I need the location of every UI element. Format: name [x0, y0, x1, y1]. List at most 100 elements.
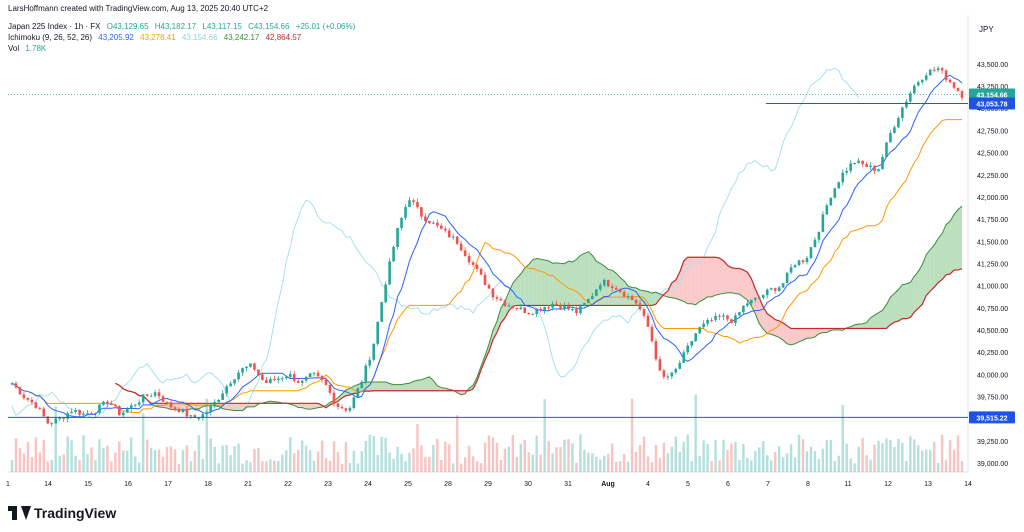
- attribution-text: LarsHoffmann created with TradingView.co…: [8, 4, 269, 13]
- candle-body: [483, 274, 487, 285]
- candle-body: [893, 127, 896, 134]
- ichimoku-conversion-value: 43,205.92: [98, 33, 134, 42]
- candle-body: [404, 206, 407, 218]
- volume-bar: [165, 446, 169, 472]
- candle-body: [277, 378, 280, 380]
- candle-body: [10, 383, 14, 385]
- candle-body: [38, 407, 42, 409]
- volume-bar: [952, 449, 956, 472]
- ichimoku-cloud-segment: [890, 293, 895, 325]
- candle-body: [928, 69, 932, 76]
- volume-bar: [785, 453, 789, 472]
- candle-body: [471, 262, 475, 265]
- volume-bar: [300, 440, 304, 472]
- candle-body: [674, 368, 678, 373]
- candle-body: [531, 314, 535, 316]
- candle-body: [118, 406, 121, 416]
- volume-bar: [829, 440, 833, 472]
- volume-bar: [479, 463, 483, 472]
- volume-bar: [925, 449, 928, 472]
- price-label-text: 39,515.22: [976, 415, 1007, 422]
- volume-bar: [316, 451, 320, 472]
- volume-bar: [650, 462, 654, 472]
- candle-body: [320, 376, 324, 380]
- candle-body: [225, 386, 228, 394]
- symbol-label[interactable]: Japan 225 Index · 1h · FX: [8, 22, 101, 31]
- ichimoku-cloud-segment: [234, 403, 239, 411]
- candle-body: [638, 303, 642, 310]
- volume-bar: [960, 461, 964, 472]
- volume-bar: [913, 439, 916, 472]
- volume-bar: [571, 443, 574, 472]
- candle-body: [734, 315, 737, 324]
- volume-bar: [662, 442, 666, 472]
- volume-bar: [58, 455, 61, 472]
- candle-body: [467, 256, 471, 263]
- ichimoku-cloud-segment: [540, 259, 545, 306]
- candle-body: [726, 315, 729, 320]
- volume-bar: [809, 446, 813, 472]
- volume-bar: [213, 446, 216, 472]
- ichimoku-cloud-segment: [779, 320, 784, 341]
- volume-bar: [833, 461, 837, 472]
- ichimoku-cloud-segment: [608, 269, 613, 306]
- volume-bar: [877, 440, 880, 472]
- volume-bar: [475, 461, 479, 472]
- candle-body: [829, 197, 833, 206]
- volume-bar: [46, 461, 49, 472]
- ichimoku-cloud-segment: [791, 328, 796, 345]
- volume-bar: [392, 458, 395, 472]
- candle-body: [702, 323, 705, 328]
- volume-bar: [861, 438, 864, 472]
- volume-bar: [126, 450, 129, 472]
- ichimoku-cloud-segment: [512, 278, 517, 307]
- volume-bar: [543, 399, 546, 472]
- ichimoku-cloud-segment: [624, 280, 629, 306]
- candle-body: [376, 321, 379, 344]
- candle-body: [610, 286, 614, 288]
- candle-body: [956, 87, 960, 92]
- volume-bar: [436, 438, 439, 472]
- volume-bar: [78, 460, 81, 472]
- volume-bar: [730, 443, 733, 472]
- volume-bar: [94, 460, 97, 472]
- volume-bar: [50, 459, 53, 472]
- volume-bar: [145, 439, 149, 472]
- candle-body: [567, 306, 570, 310]
- candle-body: [161, 396, 165, 402]
- candle-body: [121, 412, 125, 416]
- candle-body: [515, 307, 519, 310]
- volume-bar: [603, 455, 606, 472]
- ichimoku-cloud-segment: [544, 259, 549, 306]
- volume-bar: [929, 449, 932, 472]
- ichimoku-label[interactable]: Ichimoku (9, 26, 52, 26): [8, 33, 93, 42]
- volume-bar: [340, 463, 344, 472]
- ichimoku-cloud-segment: [882, 304, 887, 329]
- volume-label[interactable]: Vol: [8, 44, 20, 53]
- volume-bar: [388, 452, 391, 472]
- ichimoku-cloud-segment: [727, 265, 732, 293]
- volume-bar: [471, 456, 475, 472]
- ichimoku-cloud-segment: [548, 260, 553, 306]
- x-tick-label: 1: [6, 481, 10, 488]
- volume-bar: [885, 438, 888, 472]
- volume-bar: [515, 457, 519, 472]
- ichimoku-span-b-line: [115, 256, 963, 409]
- x-tick-label: 28: [444, 481, 452, 488]
- candle-body: [58, 417, 61, 419]
- tradingview-logo[interactable]: TradingView: [8, 505, 116, 521]
- candle-body: [559, 305, 562, 310]
- candle-body: [129, 405, 133, 409]
- candle-body: [821, 214, 825, 232]
- volume-bar: [706, 444, 709, 472]
- candle-body: [221, 393, 224, 400]
- candle-body: [777, 287, 781, 291]
- candle-body: [181, 409, 185, 412]
- x-tick-label: 4: [646, 481, 650, 488]
- candle-body: [571, 309, 574, 311]
- volume-bar: [754, 451, 757, 472]
- ichimoku-lagging-line: [11, 67, 860, 419]
- volume-bar: [801, 439, 805, 472]
- volume-bar: [98, 439, 101, 472]
